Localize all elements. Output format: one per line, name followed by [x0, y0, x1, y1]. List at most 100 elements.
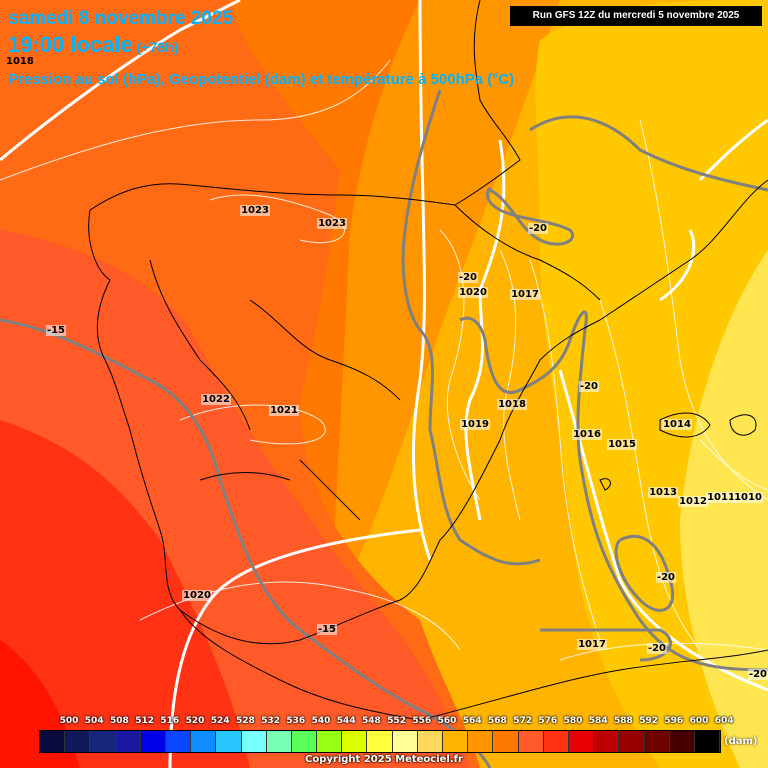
- legend-swatch: [594, 731, 620, 752]
- label-background: [733, 492, 763, 503]
- legend-tick-label: 552: [387, 716, 406, 726]
- temperature-label: -20: [529, 223, 547, 234]
- legend-swatch: [216, 731, 242, 752]
- pressure-label: 1020: [183, 590, 211, 601]
- legend-tick-label: 580: [563, 716, 583, 726]
- isotherm-loop: [486, 187, 574, 246]
- legend-swatch: [568, 731, 595, 752]
- coastline-morocco: [179, 609, 421, 721]
- forecast-step: (+78h): [136, 39, 179, 55]
- coastline-west-iberia: [88, 209, 181, 611]
- legend-swatch: [266, 731, 292, 752]
- label-background: [497, 399, 527, 410]
- pressure-label: 1022: [202, 394, 230, 405]
- temperature-label: -20: [459, 272, 477, 283]
- legend-swatch: [694, 731, 721, 752]
- label-background: [45, 325, 67, 336]
- legend-tick-label: 508: [109, 716, 129, 726]
- contour-line: [0, 0, 241, 162]
- temperature-label: -20: [580, 381, 598, 392]
- legend-tick-label: 516: [160, 716, 180, 726]
- legend-tick-label: 536: [286, 716, 306, 726]
- label-background: [655, 572, 677, 583]
- island-ibiza: [599, 478, 611, 491]
- pressure-label: 1016: [573, 429, 601, 440]
- legend-swatch: [317, 731, 343, 752]
- legend-tick-label: 540: [311, 716, 331, 726]
- forecast-time: 19:00 locale (+78h): [8, 32, 178, 58]
- isotherm-minus-15: [0, 318, 492, 768]
- legend-tick-label: 584: [588, 716, 608, 726]
- label-background: [201, 394, 231, 405]
- legend-tick-label: 588: [613, 716, 633, 726]
- legend-swatch: [493, 731, 519, 752]
- temperature-label: -20: [657, 572, 675, 583]
- legend-tick-label: 604: [714, 716, 734, 726]
- pressure-label: 1018: [498, 399, 526, 410]
- label-background: [607, 439, 637, 450]
- pressure-label: 1017: [578, 639, 606, 650]
- label-background: [458, 287, 488, 298]
- label-background: [316, 624, 338, 635]
- label-background: [182, 590, 212, 601]
- legend-swatch: [619, 731, 645, 752]
- border-portugal: [149, 259, 251, 431]
- legend-tick-label: 596: [664, 716, 684, 726]
- model-run-info: Run GFS 12Z du mercredi 5 novembre 2025: [510, 6, 762, 26]
- legend-unit: (dam): [724, 736, 758, 747]
- pressure-label: 1012: [679, 496, 707, 507]
- isobar: [209, 194, 345, 244]
- pressure-labels: 1023 1023 1020 1017 1022 1021 1018 1019 …: [182, 205, 763, 650]
- label-background: [510, 289, 540, 300]
- isobar: [179, 404, 326, 445]
- label-background: [706, 492, 736, 503]
- pressure-label: 1014: [663, 419, 691, 430]
- legend-swatch: [65, 731, 91, 752]
- isobar: [699, 439, 768, 491]
- coastline-north-spain: [89, 183, 456, 211]
- pressure-label: 1019: [461, 419, 489, 430]
- pressure-label: 1023: [318, 218, 346, 229]
- copyright: Copyright 2025 Meteociel.fr: [305, 754, 463, 765]
- pressure-label: 1011: [707, 492, 735, 503]
- isotherm-minus-20-east: [459, 310, 768, 672]
- legend-tick-label: 520: [185, 716, 205, 726]
- legend-swatch: [518, 731, 544, 752]
- pressure-label: 1013: [649, 487, 677, 498]
- legend-swatch: [165, 731, 192, 752]
- pressure-label: 1023: [241, 205, 269, 216]
- temperature-label: -15: [318, 624, 336, 635]
- pressure-label: 1010: [734, 492, 762, 503]
- isotherm-minus-20-west: [401, 89, 541, 566]
- label-background: [269, 405, 299, 416]
- label-background: [240, 205, 270, 216]
- forecast-time-label: 19:00 locale: [8, 32, 133, 57]
- forecast-date: samedi 8 novembre 2025: [8, 8, 233, 29]
- legend-tick-label: 532: [261, 716, 280, 726]
- isotherm-minus-20-south: [540, 628, 672, 662]
- isotherm-minus-20-north: [529, 115, 768, 192]
- legend-swatch: [417, 731, 443, 752]
- legend-swatch: [644, 731, 670, 752]
- legend-tick-label: 512: [135, 716, 154, 726]
- label-background: [457, 272, 479, 283]
- region-border: [249, 299, 401, 401]
- legend-tick-label: 576: [538, 716, 558, 726]
- isobar: [529, 259, 601, 641]
- isobar: [639, 119, 768, 501]
- legend-swatch: [115, 731, 141, 752]
- legend-swatch: [191, 731, 217, 752]
- label-background: [460, 419, 490, 430]
- isobar: [439, 229, 481, 501]
- band-580: [0, 420, 250, 768]
- corner-pressure-label: 1018: [6, 56, 34, 67]
- pressure-label: 1021: [270, 405, 298, 416]
- temperature-label: -20: [648, 643, 666, 654]
- legend-swatch: [543, 731, 569, 752]
- legend-swatch: [443, 731, 469, 752]
- legend-tick-label: 556: [412, 716, 432, 726]
- island-mallorca: [659, 412, 711, 438]
- border-pyrenees: [454, 204, 601, 301]
- legend-swatch: [90, 731, 116, 752]
